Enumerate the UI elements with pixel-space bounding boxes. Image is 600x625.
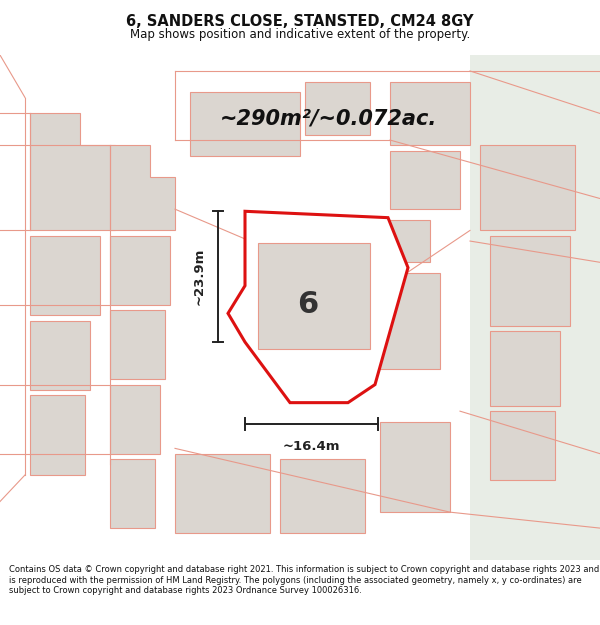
Polygon shape [470,55,600,560]
Text: Map shows position and indicative extent of the property.: Map shows position and indicative extent… [130,28,470,41]
Polygon shape [30,321,90,390]
Polygon shape [30,114,115,231]
Polygon shape [280,459,365,533]
Text: ~23.9m: ~23.9m [193,248,206,306]
Polygon shape [480,146,575,231]
Polygon shape [110,384,160,454]
Polygon shape [380,422,450,512]
Polygon shape [390,82,470,146]
Polygon shape [390,151,460,209]
Text: ~16.4m: ~16.4m [283,440,340,453]
Polygon shape [490,331,560,406]
Polygon shape [360,273,440,369]
Text: 6: 6 [298,291,319,319]
Polygon shape [228,211,408,402]
Text: Contains OS data © Crown copyright and database right 2021. This information is : Contains OS data © Crown copyright and d… [9,565,599,595]
Polygon shape [175,454,270,533]
Polygon shape [258,243,370,349]
Text: ~290m²/~0.072ac.: ~290m²/~0.072ac. [220,109,437,129]
Polygon shape [30,395,85,475]
Polygon shape [110,236,170,305]
Polygon shape [110,459,155,528]
Polygon shape [490,411,555,480]
Polygon shape [490,236,570,326]
Polygon shape [110,146,175,231]
Polygon shape [360,220,430,262]
Polygon shape [110,310,165,379]
Polygon shape [305,82,370,135]
Polygon shape [190,92,300,156]
Text: 6, SANDERS CLOSE, STANSTED, CM24 8GY: 6, SANDERS CLOSE, STANSTED, CM24 8GY [126,14,474,29]
Polygon shape [30,236,100,316]
